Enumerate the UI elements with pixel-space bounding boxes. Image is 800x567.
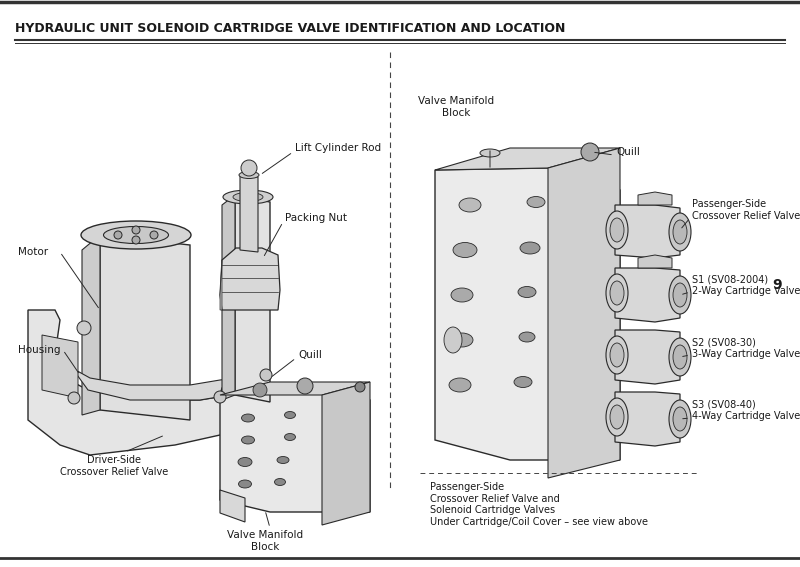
Polygon shape [615, 268, 680, 322]
Polygon shape [222, 195, 235, 400]
Polygon shape [72, 368, 268, 400]
Polygon shape [28, 310, 265, 455]
Circle shape [214, 391, 226, 403]
Polygon shape [220, 382, 370, 395]
Text: 9: 9 [772, 278, 782, 292]
Circle shape [150, 231, 158, 239]
Ellipse shape [519, 332, 535, 342]
Text: Packing Nut: Packing Nut [285, 213, 347, 223]
Circle shape [77, 321, 91, 335]
Ellipse shape [449, 378, 471, 392]
Ellipse shape [669, 276, 691, 314]
Polygon shape [615, 330, 680, 384]
Ellipse shape [669, 338, 691, 376]
Ellipse shape [606, 336, 628, 374]
Ellipse shape [673, 345, 687, 369]
Ellipse shape [673, 283, 687, 307]
Circle shape [355, 382, 365, 392]
Ellipse shape [610, 343, 624, 367]
Circle shape [132, 226, 140, 234]
Ellipse shape [669, 213, 691, 251]
Ellipse shape [277, 456, 289, 463]
Ellipse shape [103, 226, 169, 243]
Ellipse shape [238, 480, 251, 488]
Ellipse shape [274, 479, 286, 485]
Polygon shape [638, 255, 672, 268]
Text: Passenger-Side
Crossover Relief Valve: Passenger-Side Crossover Relief Valve [692, 199, 800, 221]
Circle shape [132, 236, 140, 244]
Circle shape [260, 369, 272, 381]
Polygon shape [240, 175, 258, 252]
Ellipse shape [610, 405, 624, 429]
Ellipse shape [233, 193, 263, 201]
Ellipse shape [242, 436, 254, 444]
Ellipse shape [480, 149, 500, 157]
Ellipse shape [520, 242, 540, 254]
Ellipse shape [606, 274, 628, 312]
Polygon shape [82, 235, 100, 415]
Text: Valve Manifold
Block: Valve Manifold Block [418, 96, 494, 118]
Text: Passenger-Side
Crossover Relief Valve and
Solenoid Cartridge Valves
Under Cartri: Passenger-Side Crossover Relief Valve an… [430, 482, 648, 527]
Ellipse shape [223, 190, 273, 204]
Text: S3 (SV08-40)
4-Way Cartridge Valve: S3 (SV08-40) 4-Way Cartridge Valve [692, 399, 800, 421]
Circle shape [241, 160, 257, 176]
Circle shape [68, 392, 80, 404]
Ellipse shape [514, 376, 532, 387]
Ellipse shape [453, 243, 477, 257]
Ellipse shape [451, 333, 473, 347]
Text: Quill: Quill [616, 147, 640, 157]
Ellipse shape [444, 327, 462, 353]
Ellipse shape [451, 288, 473, 302]
Polygon shape [220, 388, 370, 512]
Ellipse shape [239, 171, 259, 179]
Polygon shape [615, 392, 680, 446]
Ellipse shape [242, 414, 254, 422]
Ellipse shape [669, 400, 691, 438]
Ellipse shape [673, 220, 687, 244]
Polygon shape [322, 382, 370, 525]
Circle shape [297, 378, 313, 394]
Polygon shape [100, 235, 190, 420]
Circle shape [114, 231, 122, 239]
Ellipse shape [285, 412, 295, 418]
Ellipse shape [606, 398, 628, 436]
Text: HYDRAULIC UNIT SOLENOID CARTRIDGE VALVE IDENTIFICATION AND LOCATION: HYDRAULIC UNIT SOLENOID CARTRIDGE VALVE … [15, 22, 566, 35]
Text: Motor: Motor [18, 247, 48, 257]
Ellipse shape [527, 197, 545, 208]
Ellipse shape [610, 281, 624, 305]
Circle shape [253, 383, 267, 397]
Polygon shape [42, 335, 78, 398]
Polygon shape [220, 260, 222, 310]
Polygon shape [435, 168, 620, 460]
Ellipse shape [610, 218, 624, 242]
Ellipse shape [518, 286, 536, 298]
Polygon shape [615, 205, 680, 258]
Polygon shape [220, 248, 280, 310]
Ellipse shape [673, 407, 687, 431]
Text: Housing: Housing [18, 345, 61, 355]
Ellipse shape [606, 211, 628, 249]
Ellipse shape [81, 221, 191, 249]
Circle shape [581, 143, 599, 161]
Text: Driver-Side
Crossover Relief Valve: Driver-Side Crossover Relief Valve [60, 455, 168, 477]
Polygon shape [548, 148, 620, 478]
Polygon shape [435, 148, 620, 170]
Polygon shape [220, 490, 245, 522]
Text: S1 (SV08-2004)
2-Way Cartridge Valve: S1 (SV08-2004) 2-Way Cartridge Valve [692, 274, 800, 296]
Text: S2 (SV08-30)
3-Way Cartridge Valve: S2 (SV08-30) 3-Way Cartridge Valve [692, 337, 800, 359]
Ellipse shape [238, 458, 252, 467]
Text: Lift Cylinder Rod: Lift Cylinder Rod [295, 143, 381, 153]
Polygon shape [235, 195, 270, 402]
Text: Valve Manifold
Block: Valve Manifold Block [227, 530, 303, 552]
Text: Quill: Quill [298, 350, 322, 360]
Polygon shape [638, 192, 672, 205]
Ellipse shape [285, 434, 295, 441]
Ellipse shape [459, 198, 481, 212]
